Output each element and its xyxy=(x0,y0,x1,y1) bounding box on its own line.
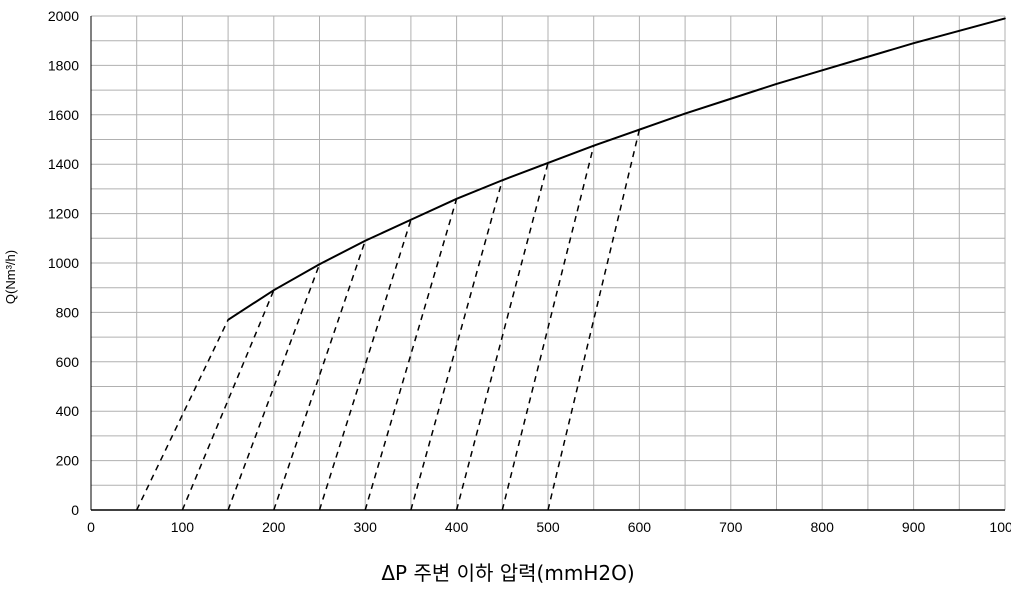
x-tick-label: 700 xyxy=(719,519,743,535)
dashed-segment xyxy=(318,219,412,511)
series-point xyxy=(273,289,275,291)
x-tick-label: 100 xyxy=(171,519,195,535)
y-tick-label: 1400 xyxy=(48,156,79,172)
series-point xyxy=(867,55,869,58)
y-tick-label: 0 xyxy=(71,502,79,518)
x-tick-label: 1000 xyxy=(989,519,1011,535)
dashed-segment xyxy=(181,289,275,511)
series-curve xyxy=(227,17,1006,321)
x-tick-label: 600 xyxy=(628,519,652,535)
y-tick-label: 800 xyxy=(56,304,80,320)
y-tick-label: 2000 xyxy=(48,8,79,24)
series-point xyxy=(638,128,641,131)
series-line xyxy=(227,17,1006,321)
y-tick-label: 1200 xyxy=(48,206,79,222)
series-point xyxy=(821,69,823,72)
y-tick-label: 600 xyxy=(56,354,80,370)
dashed-segment xyxy=(501,145,595,511)
series-point xyxy=(1004,17,1006,20)
dashed-segment xyxy=(455,162,549,511)
dashed-segment xyxy=(410,180,504,511)
y-tick-label: 200 xyxy=(56,453,80,469)
x-tick-label: 400 xyxy=(445,519,469,535)
dashed-segment xyxy=(136,319,229,511)
series-point xyxy=(592,144,595,147)
y-tick-labels: 0 200 400 600 800 1000 1200 1400 1600 1800 2000 xyxy=(48,8,79,518)
y-tick-label: 400 xyxy=(56,403,80,419)
series-point xyxy=(227,319,229,321)
y-tick-label: 1000 xyxy=(48,255,79,271)
series-point xyxy=(958,30,961,32)
x-tick-label: 500 xyxy=(536,519,560,535)
x-tick-labels: 0 100 200 300 400 500 600 700 800 900 1000 xyxy=(87,519,1011,535)
series-point xyxy=(912,42,915,44)
series-point xyxy=(547,162,549,164)
dashed-segments xyxy=(136,129,641,511)
x-tick-label: 0 xyxy=(87,519,95,535)
series-point xyxy=(775,83,778,85)
x-axis-label: ΔP 주변 이하 압력(mmH2O) xyxy=(381,561,634,585)
x-tick-label: 800 xyxy=(811,519,835,535)
series-point xyxy=(410,218,412,221)
series-point xyxy=(455,197,458,200)
x-tick-label: 900 xyxy=(902,519,926,535)
dashed-segment xyxy=(273,240,366,511)
series-point xyxy=(364,239,367,242)
y-axis-label: Q(Nm³/h) xyxy=(3,250,18,304)
x-tick-label: 200 xyxy=(262,519,286,535)
y-tick-label: 1600 xyxy=(48,107,79,123)
series-point xyxy=(501,179,504,182)
series-point xyxy=(684,112,686,115)
series-point xyxy=(730,97,732,100)
grid xyxy=(90,15,1006,511)
y-tick-label: 1800 xyxy=(48,57,79,73)
series-point xyxy=(318,263,321,266)
x-tick-label: 300 xyxy=(354,519,378,535)
